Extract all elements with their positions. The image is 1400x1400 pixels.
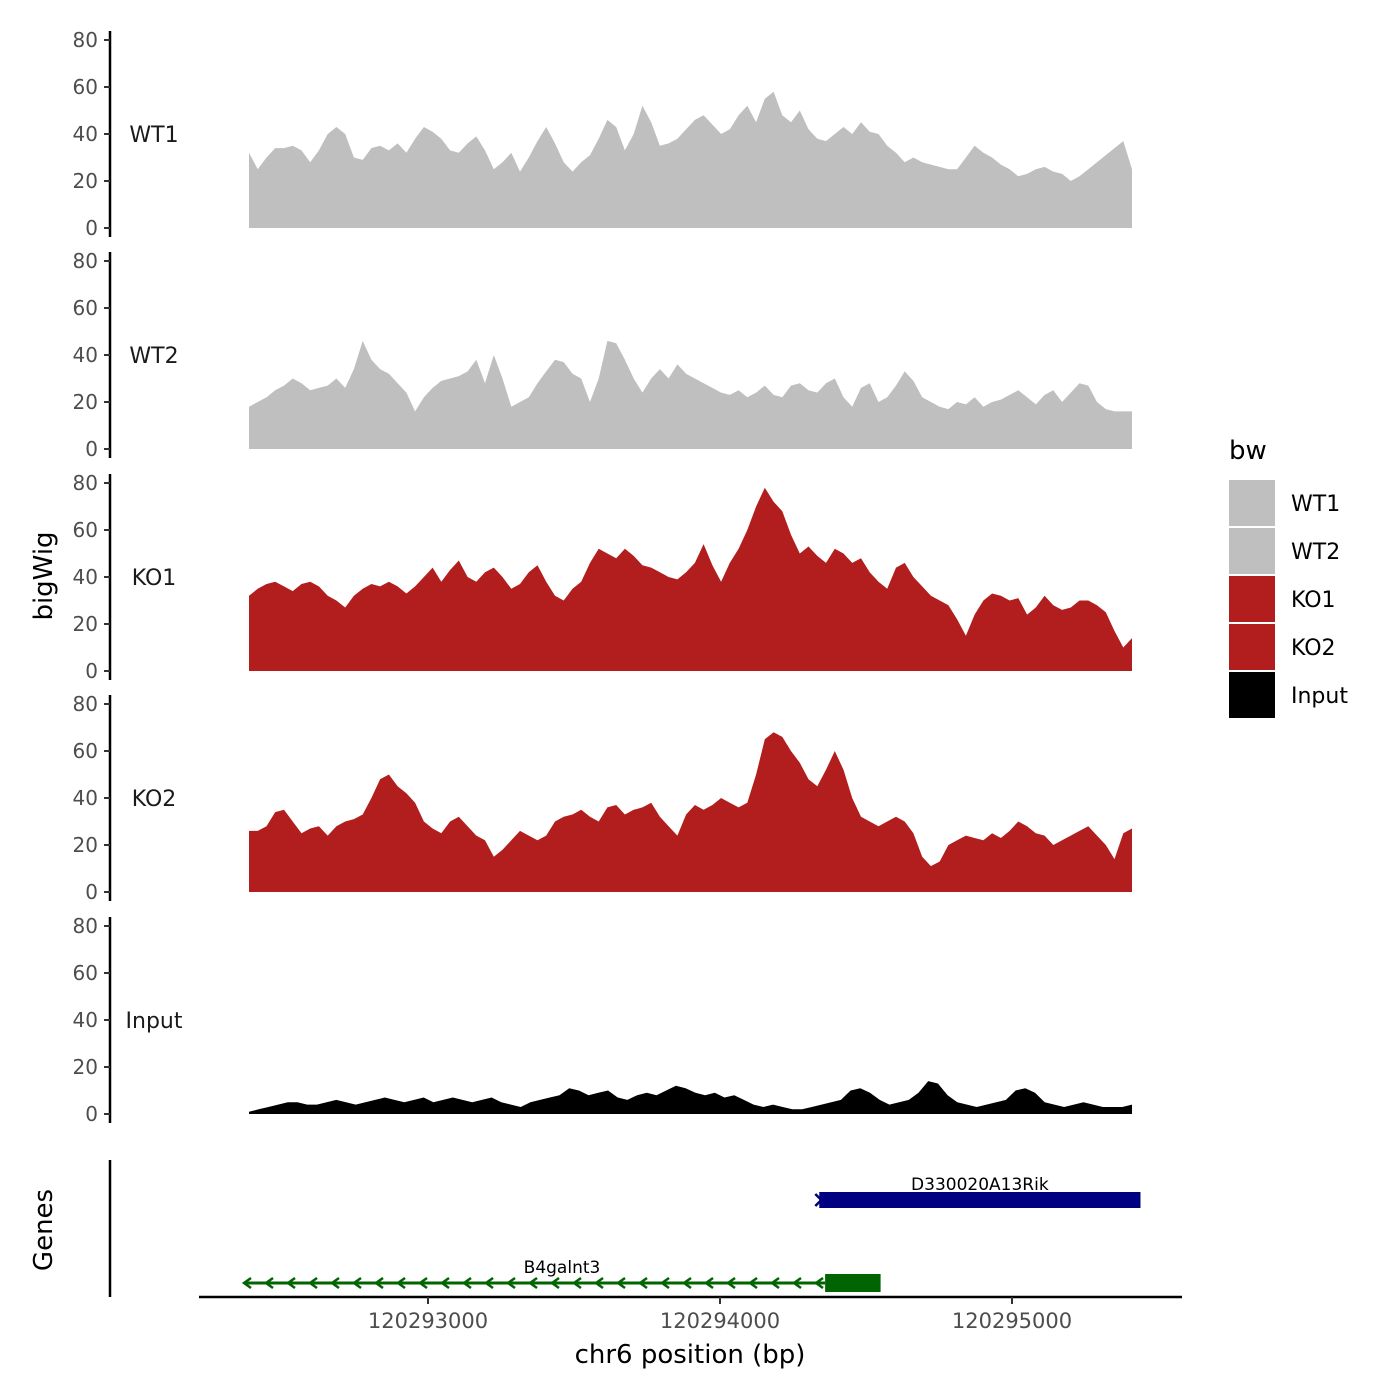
y-tick-label: 60 (73, 296, 98, 320)
genes-axis-label: Genes (29, 1189, 59, 1271)
strand-arrow (527, 1276, 538, 1290)
y-tick-label: 0 (85, 659, 98, 683)
y-tick-label: 60 (73, 739, 98, 763)
strand-arrow (329, 1276, 340, 1290)
exon (825, 1274, 881, 1292)
strand-arrow (417, 1276, 428, 1290)
strand-arrow (461, 1276, 472, 1290)
strand-arrow (769, 1276, 780, 1290)
strand-arrow (814, 1193, 824, 1207)
legend-key-input (1229, 672, 1275, 718)
y-tick-label: 40 (73, 565, 98, 589)
track-wt2: 0 20 40 60 80 WT2 (73, 249, 1132, 461)
y-tick-label: 80 (73, 28, 98, 52)
track-wt1: 0 20 40 60 80 WT1 (73, 28, 1132, 240)
strand-arrow (373, 1276, 384, 1290)
legend-label: KO2 (1291, 636, 1336, 661)
strand-arrow (659, 1276, 670, 1290)
y-tick-label: 80 (73, 914, 98, 938)
strand-arrow (813, 1276, 824, 1290)
y-tick-label: 0 (85, 1102, 98, 1126)
track-input: 0 20 40 60 80 Input (73, 914, 1132, 1126)
strand-arrow (703, 1276, 714, 1290)
gene-label: B4galnt3 (524, 1258, 601, 1278)
y-tick-label: 40 (73, 122, 98, 146)
legend-title: bw (1229, 436, 1267, 466)
y-tick-label: 40 (73, 343, 98, 367)
strand-arrow (351, 1276, 362, 1290)
strand-arrow (483, 1276, 494, 1290)
x-tick-label: 120294000 (660, 1309, 780, 1333)
track-label: Input (126, 1009, 183, 1034)
y-tick-label: 80 (73, 471, 98, 495)
y-tick-label: 20 (73, 612, 98, 636)
y-tick-label: 60 (73, 961, 98, 985)
y-tick-label: 80 (73, 249, 98, 273)
track-label: WT2 (129, 344, 178, 369)
strand-arrow (241, 1276, 252, 1290)
track-panels: 0 20 40 60 80 WT1 0 20 40 60 80 WT2 0 20 40 60 80 KO1 0 20 4… (73, 28, 1132, 1126)
y-tick-label: 0 (85, 880, 98, 904)
strand-arrow (285, 1276, 296, 1290)
track-label: WT1 (129, 123, 178, 148)
y-tick-label: 0 (85, 216, 98, 240)
gene-b4galnt3: B4galnt3 (241, 1258, 881, 1292)
area-wt2 (249, 340, 1132, 449)
track-label: KO1 (132, 566, 177, 591)
y-tick-label: 40 (73, 786, 98, 810)
track-ko2: 0 20 40 60 80 KO2 (73, 692, 1132, 904)
strand-arrow (593, 1276, 604, 1290)
area-wt1 (249, 91, 1132, 228)
y-tick-label: 20 (73, 833, 98, 857)
legend-label: KO1 (1291, 588, 1336, 613)
y-tick-label: 40 (73, 1008, 98, 1032)
strand-arrow (395, 1276, 406, 1290)
gene-body (819, 1192, 1141, 1208)
strand-arrow (307, 1276, 318, 1290)
x-axis-label: chr6 position (bp) (575, 1340, 806, 1370)
x-axis: 120293000 120294000 120295000 (199, 1295, 1182, 1333)
y-tick-label: 60 (73, 75, 98, 99)
legend-label: WT1 (1291, 492, 1340, 517)
genes-panel: D330020A13Rik B4galnt3 (108, 1160, 1141, 1297)
gene-label: D330020A13Rik (911, 1175, 1049, 1195)
strand-arrow (747, 1276, 758, 1290)
strand-arrow (681, 1276, 692, 1290)
strand-arrow (571, 1276, 582, 1290)
legend-key-wt2 (1229, 528, 1275, 574)
y-tick-label: 20 (73, 1055, 98, 1079)
strand-arrow (637, 1276, 648, 1290)
legend-label: Input (1291, 684, 1348, 709)
x-tick-label: 120293000 (368, 1309, 488, 1333)
legend-key-ko2 (1229, 624, 1275, 670)
legend: bw WT1 WT2 KO1 KO2 Input (1229, 436, 1348, 718)
track-label: KO2 (132, 787, 177, 812)
gene-d330020a13rik: D330020A13Rik (814, 1175, 1141, 1208)
y-tick-label: 20 (73, 169, 98, 193)
y-tick-label: 80 (73, 692, 98, 716)
x-tick-label: 120295000 (952, 1309, 1072, 1333)
track-ko1: 0 20 40 60 80 KO1 (73, 471, 1132, 683)
strand-arrow (549, 1276, 560, 1290)
legend-key-wt1 (1229, 480, 1275, 526)
strand-arrow (791, 1276, 802, 1290)
legend-label: WT2 (1291, 540, 1340, 565)
area-ko2 (249, 732, 1132, 892)
strand-arrow (725, 1276, 736, 1290)
area-ko1 (249, 487, 1132, 671)
y-tick-label: 0 (85, 437, 98, 461)
legend-key-ko1 (1229, 576, 1275, 622)
strand-arrow (439, 1276, 450, 1290)
area-input (249, 1081, 1132, 1114)
y-tick-label: 20 (73, 390, 98, 414)
strand-arrow (505, 1276, 516, 1290)
strand-arrow (615, 1276, 626, 1290)
strand-arrow (263, 1276, 274, 1290)
y-tick-label: 60 (73, 518, 98, 542)
y-axis-label: bigWig (29, 531, 59, 620)
